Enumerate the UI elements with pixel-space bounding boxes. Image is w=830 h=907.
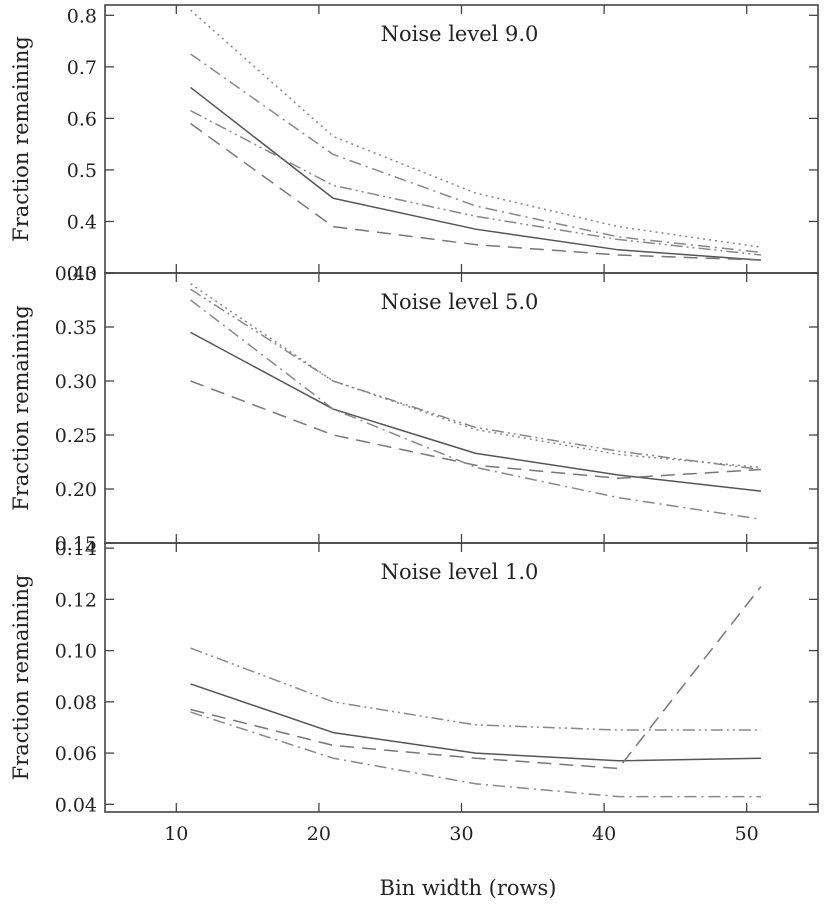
x-tick-label: 10 <box>164 823 188 845</box>
series-solid <box>190 683 761 762</box>
y-tick-label: 0.20 <box>55 479 97 501</box>
panel-noise-5: 0.15 0.20 0.25 0.30 0.35 0.40 Noise level 5.0 F… <box>9 263 819 555</box>
series-dashed <box>190 380 762 479</box>
y-tick-label: 0.12 <box>55 589 97 611</box>
y-tick-label: 0.3 <box>67 263 97 285</box>
series-solid <box>190 86 762 261</box>
y-tick-label: 0.35 <box>55 317 97 339</box>
y-tick-label: 0.30 <box>55 371 97 393</box>
x-tick-label: 40 <box>592 823 616 845</box>
y-tick-label: 0.25 <box>55 425 97 447</box>
y-axis-title: Fraction remaining <box>9 36 33 242</box>
y-tick-label: 0.40 <box>55 263 97 285</box>
series-solid <box>190 331 762 492</box>
y-tick-label: 0.7 <box>67 57 97 79</box>
series-dash-dot <box>190 299 762 520</box>
panel-title: Noise level 5.0 <box>381 290 539 314</box>
panel-title: Noise level 9.0 <box>381 22 539 46</box>
y-tick-label: 0.10 <box>55 641 97 663</box>
series-dash-dot <box>190 711 761 798</box>
series-dash-dot-dot <box>190 109 762 256</box>
x-tick-label: 50 <box>735 823 759 845</box>
panel-title: Noise level 1.0 <box>381 560 539 584</box>
y-axis-title: Fraction remaining <box>9 575 33 781</box>
y-tick-label: 0.08 <box>55 692 97 714</box>
panel-noise-1: 0.04 0.06 0.08 0.10 0.12 0.14 10 20 30 40 50 Noise … <box>9 538 819 845</box>
series-dashed <box>190 122 761 261</box>
panel-noise-9: 0.3 0.4 0.5 0.6 0.7 0.8 Noise level 9.0 Fractio… <box>9 4 819 285</box>
y-tick-label: 0.04 <box>55 794 97 816</box>
y-tick-label: 0.15 <box>55 533 97 555</box>
x-tick-label: 30 <box>449 823 473 845</box>
y-tick-label: 0.4 <box>67 211 97 233</box>
x-tick-label: 20 <box>307 823 331 845</box>
y-tick-label: 0.6 <box>67 108 97 130</box>
series-dotted <box>190 9 762 248</box>
y-tick-label: 0.8 <box>67 5 97 27</box>
y-tick-label: 0.06 <box>55 743 97 765</box>
series-dash-dot-dot <box>190 647 761 731</box>
series-dotted <box>190 283 762 469</box>
y-tick-label: 0.5 <box>67 160 97 182</box>
series-dash-dot-dot <box>190 288 762 471</box>
series-dashed <box>190 586 762 770</box>
x-axis-title: Bin width (rows) <box>380 876 557 900</box>
y-axis-title: Fraction remaining <box>9 305 33 511</box>
y-tick-label: 0.14 <box>55 538 97 560</box>
